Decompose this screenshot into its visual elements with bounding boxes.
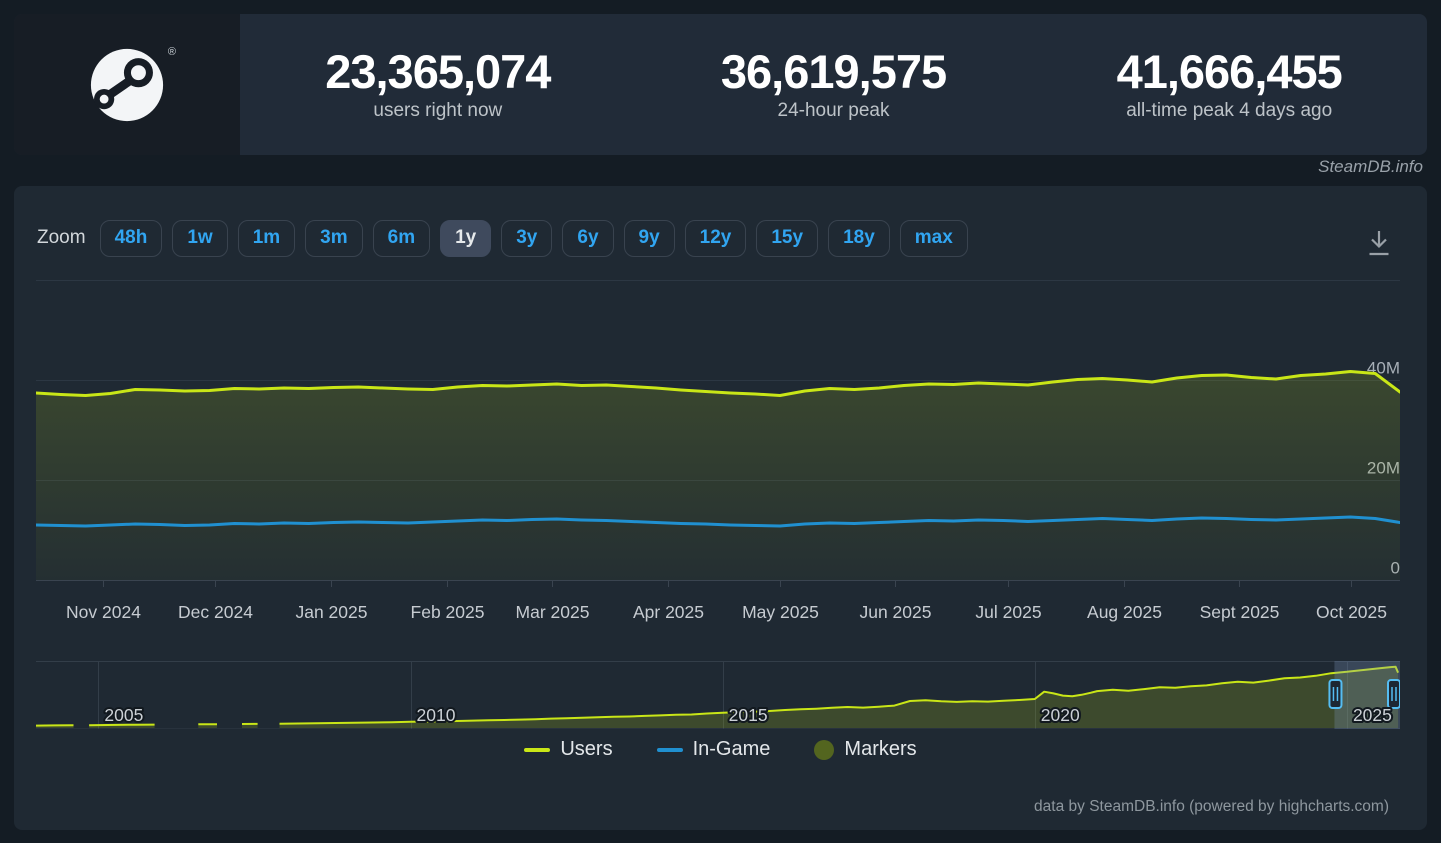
stat-0: 23,365,074 users right now: [240, 47, 636, 121]
navigator-chart[interactable]: 2005 2010 2015 2020 2025: [36, 661, 1400, 729]
x-axis-label: Jun 2025: [859, 602, 931, 622]
header-panel: ® 23,365,074 users right now 36,619,575 24-…: [14, 14, 1427, 155]
download-icon: [1369, 231, 1389, 256]
range-button-1w[interactable]: 1w: [172, 220, 228, 257]
nav-users-line: [279, 665, 1400, 725]
zoom-label: Zoom: [37, 227, 86, 249]
steam-logo-icon: [90, 48, 164, 121]
range-button-max[interactable]: max: [899, 220, 968, 257]
registered-trademark: ®: [167, 46, 176, 58]
range-button-15y[interactable]: 15y: [756, 220, 819, 257]
nav-year-label-2005: 2005: [104, 705, 143, 725]
x-axis-label: Jan 2025: [295, 602, 367, 622]
range-button-12y[interactable]: 12y: [684, 220, 747, 257]
x-axis-label: May 2025: [742, 602, 819, 622]
stats-row: 23,365,074 users right now 36,619,575 24-ho…: [240, 14, 1427, 155]
chart-panel: Zoom 48h 1w 1m 3m 6m 1y 3y 6y 9y 12y 15y 18y max 40M…: [14, 186, 1427, 830]
nav-year-label-2025: 2025: [1353, 705, 1392, 725]
range-button-1m[interactable]: 1m: [237, 220, 296, 257]
x-axis-label: Sept 2025: [1200, 602, 1280, 622]
legend-label: In-Game: [692, 738, 771, 760]
x-axis-label: Apr 2025: [633, 602, 704, 622]
nav-year-label-2020: 2020: [1041, 705, 1080, 725]
stat-label: all-time peak 4 days ago: [1126, 99, 1333, 121]
x-axis-label: Dec 2024: [178, 602, 253, 622]
legend-item-in-game[interactable]: In-Game: [656, 738, 771, 761]
highcharts-credit[interactable]: data by SteamDB.info (powered by highcha…: [1034, 798, 1389, 815]
x-axis-label: Feb 2025: [411, 602, 485, 622]
range-button-3m[interactable]: 3m: [305, 220, 363, 257]
nav-handle-right[interactable]: [1387, 679, 1400, 709]
stat-value: 41,666,455: [1116, 45, 1343, 99]
legend-label: Users: [560, 738, 613, 760]
steamdb-watermark: SteamDB.info: [1318, 157, 1423, 176]
nav-year-label-2015: 2015: [729, 705, 768, 725]
zoom-toolbar: Zoom 48h 1w 1m 3m 6m 1y 3y 6y 9y 12y 15y 18y max: [37, 220, 978, 257]
legend-label: Markers: [844, 738, 917, 760]
legend-circle-swatch: [814, 739, 835, 760]
x-axis-label: Aug 2025: [1087, 602, 1162, 622]
nav-users-area: [279, 666, 1399, 728]
legend-item-users[interactable]: Users: [524, 738, 613, 761]
stat-label: users right now: [373, 99, 503, 121]
steam-logo-box[interactable]: ®: [14, 14, 240, 155]
nav-handle-left[interactable]: [1328, 679, 1343, 709]
range-buttons-group: 48h 1w 1m 3m 6m 1y 3y 6y 9y 12y 15y 18y max: [99, 220, 978, 257]
legend-item-markers[interactable]: Markers: [814, 738, 917, 761]
range-button-6y[interactable]: 6y: [562, 220, 614, 257]
stat-label: 24-hour peak: [777, 99, 890, 121]
x-axis-label: Oct 2025: [1316, 602, 1387, 622]
users-area: [36, 371, 1400, 580]
range-button-6m[interactable]: 6m: [372, 220, 431, 257]
users-series-line[interactable]: [36, 370, 1400, 397]
download-chart-button[interactable]: [1364, 228, 1394, 262]
legend-line-swatch: [656, 747, 683, 752]
range-button-1y[interactable]: 1y: [440, 220, 492, 257]
x-axis-label: Jul 2025: [975, 602, 1041, 622]
stat-2: 41,666,455 all-time peak 4 days ago: [1031, 47, 1427, 121]
nav-users-line: [89, 723, 155, 727]
legend-line-swatch: [524, 747, 551, 752]
stat-value: 36,619,575: [720, 45, 947, 99]
range-button-48h[interactable]: 48h: [99, 220, 163, 257]
stat-value: 23,365,074: [325, 45, 551, 99]
stat-1: 36,619,575 24-hour peak: [636, 47, 1032, 121]
nav-year-label-2010: 2010: [417, 705, 456, 725]
range-button-3y[interactable]: 3y: [501, 220, 553, 257]
x-axis-label: Nov 2024: [66, 602, 141, 622]
range-button-9y[interactable]: 9y: [623, 220, 675, 257]
ingame-series-line[interactable]: [36, 515, 1400, 528]
x-axis-label: Mar 2025: [516, 602, 590, 622]
range-button-18y[interactable]: 18y: [828, 220, 890, 257]
chart-legend: Users In-Game Markers: [14, 738, 1427, 761]
